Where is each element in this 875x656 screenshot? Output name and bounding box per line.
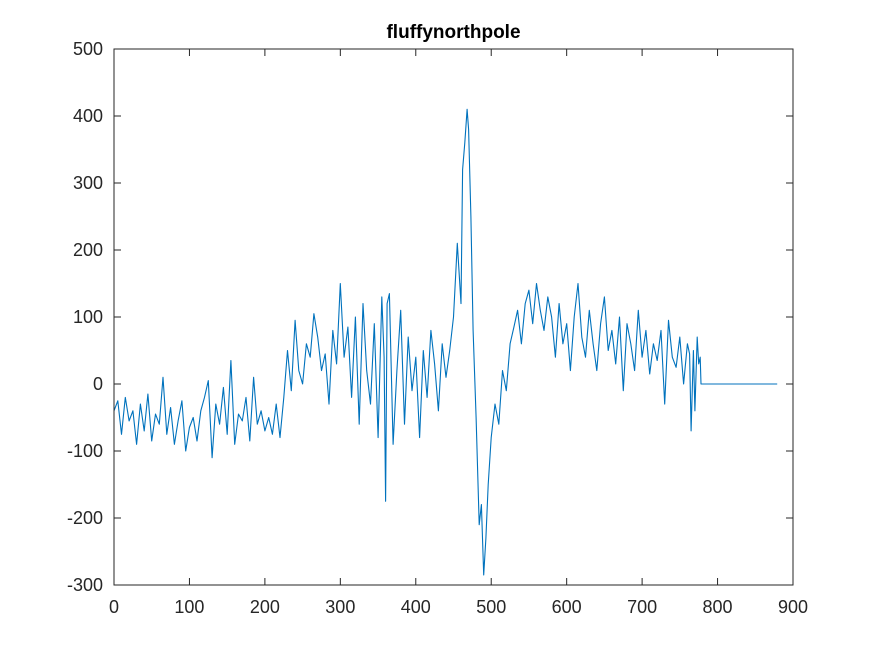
x-tick-label: 800 (703, 597, 733, 617)
x-tick-label: 100 (174, 597, 204, 617)
y-tick-label: 100 (73, 307, 103, 327)
chart-title: fluffynorthpole (386, 22, 520, 43)
y-tick-label: -300 (67, 575, 103, 595)
y-tick-label: 200 (73, 240, 103, 260)
x-tick-label: 600 (552, 597, 582, 617)
series-line (113, 108, 778, 576)
x-tick-label: 700 (627, 597, 657, 617)
y-tick-label: -200 (67, 508, 103, 528)
x-tick-label: 400 (401, 597, 431, 617)
x-tick-label: 500 (476, 597, 506, 617)
x-tick-label: 300 (325, 597, 355, 617)
x-tick-label: 0 (109, 597, 119, 617)
y-tick-label: 300 (73, 173, 103, 193)
y-tick-label: 0 (93, 374, 103, 394)
plot-frame (113, 48, 794, 586)
x-tick-label: 200 (250, 597, 280, 617)
y-tick-label: 400 (73, 106, 103, 126)
y-tick-label: -100 (67, 441, 103, 461)
tick-labels-layer: 0 100 200 300 400 500 600 700 800 900 -300 -200 -100… (67, 39, 808, 617)
y-tick-label: 500 (73, 39, 103, 59)
x-tick-label: 900 (778, 597, 808, 617)
